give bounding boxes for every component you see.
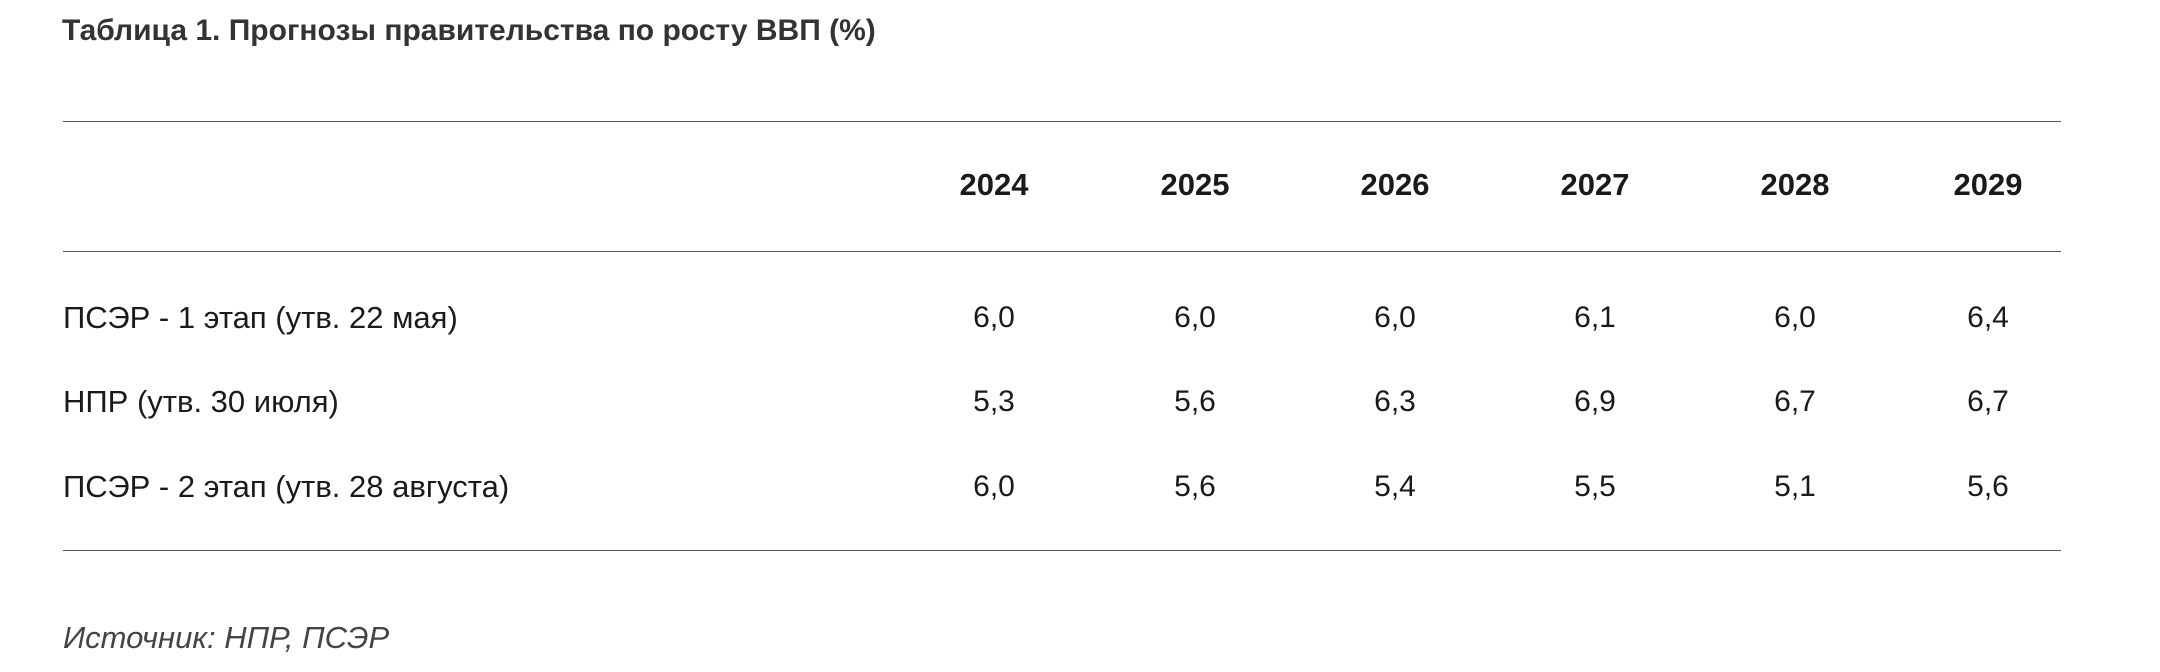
column-header-2028: 2028 bbox=[1760, 167, 1830, 202]
table-cell: 6,7 bbox=[1774, 385, 1816, 418]
table-cell: 5,6 bbox=[1967, 470, 2009, 503]
table-cell: 6,3 bbox=[1374, 385, 1416, 418]
column-header-2027: 2027 bbox=[1560, 167, 1630, 202]
table-cell: 5,3 bbox=[973, 385, 1015, 418]
table-cell: 5,6 bbox=[1174, 470, 1216, 503]
table-title: Таблица 1. Прогнозы правительства по рос… bbox=[62, 14, 876, 47]
column-header-2024: 2024 bbox=[959, 167, 1029, 202]
table-cell: 6,4 bbox=[1967, 301, 2009, 334]
table-row: ПСЭР - 1 этап (утв. 22 мая) 6,0 6,0 6,0 … bbox=[0, 296, 2160, 340]
column-header-2025: 2025 bbox=[1160, 167, 1230, 202]
table-cell: 6,0 bbox=[1174, 301, 1216, 334]
row-label: НПР (утв. 30 июля) bbox=[63, 384, 339, 419]
table-cell: 5,6 bbox=[1174, 385, 1216, 418]
table-cell: 5,4 bbox=[1374, 470, 1416, 503]
row-label: ПСЭР - 1 этап (утв. 22 мая) bbox=[63, 300, 458, 335]
table-cell: 6,1 bbox=[1574, 301, 1616, 334]
source-note: Источник: НПР, ПСЭР bbox=[63, 620, 390, 655]
row-label: ПСЭР - 2 этап (утв. 28 августа) bbox=[63, 469, 510, 504]
table-bottom-rule bbox=[63, 550, 2061, 551]
table-cell: 6,7 bbox=[1967, 385, 2009, 418]
table-cell: 5,5 bbox=[1574, 470, 1616, 503]
table-cell: 6,0 bbox=[973, 470, 1015, 503]
column-header-2029: 2029 bbox=[1953, 167, 2023, 202]
table-cell: 6,9 bbox=[1574, 385, 1616, 418]
table-cell: 6,0 bbox=[1774, 301, 1816, 334]
table-row: НПР (утв. 30 июля) 5,3 5,6 6,3 6,9 6,7 6… bbox=[0, 380, 2160, 424]
table-cell: 6,0 bbox=[973, 301, 1015, 334]
table-header-rule bbox=[63, 251, 2061, 252]
table-header-row: 2024 2025 2026 2027 2028 2029 bbox=[0, 163, 2160, 207]
table-cell: 6,0 bbox=[1374, 301, 1416, 334]
column-header-2026: 2026 bbox=[1360, 167, 1430, 202]
table-row: ПСЭР - 2 этап (утв. 28 августа) 6,0 5,6 … bbox=[0, 465, 2160, 509]
table-top-rule bbox=[63, 121, 2061, 122]
table-cell: 5,1 bbox=[1774, 470, 1816, 503]
